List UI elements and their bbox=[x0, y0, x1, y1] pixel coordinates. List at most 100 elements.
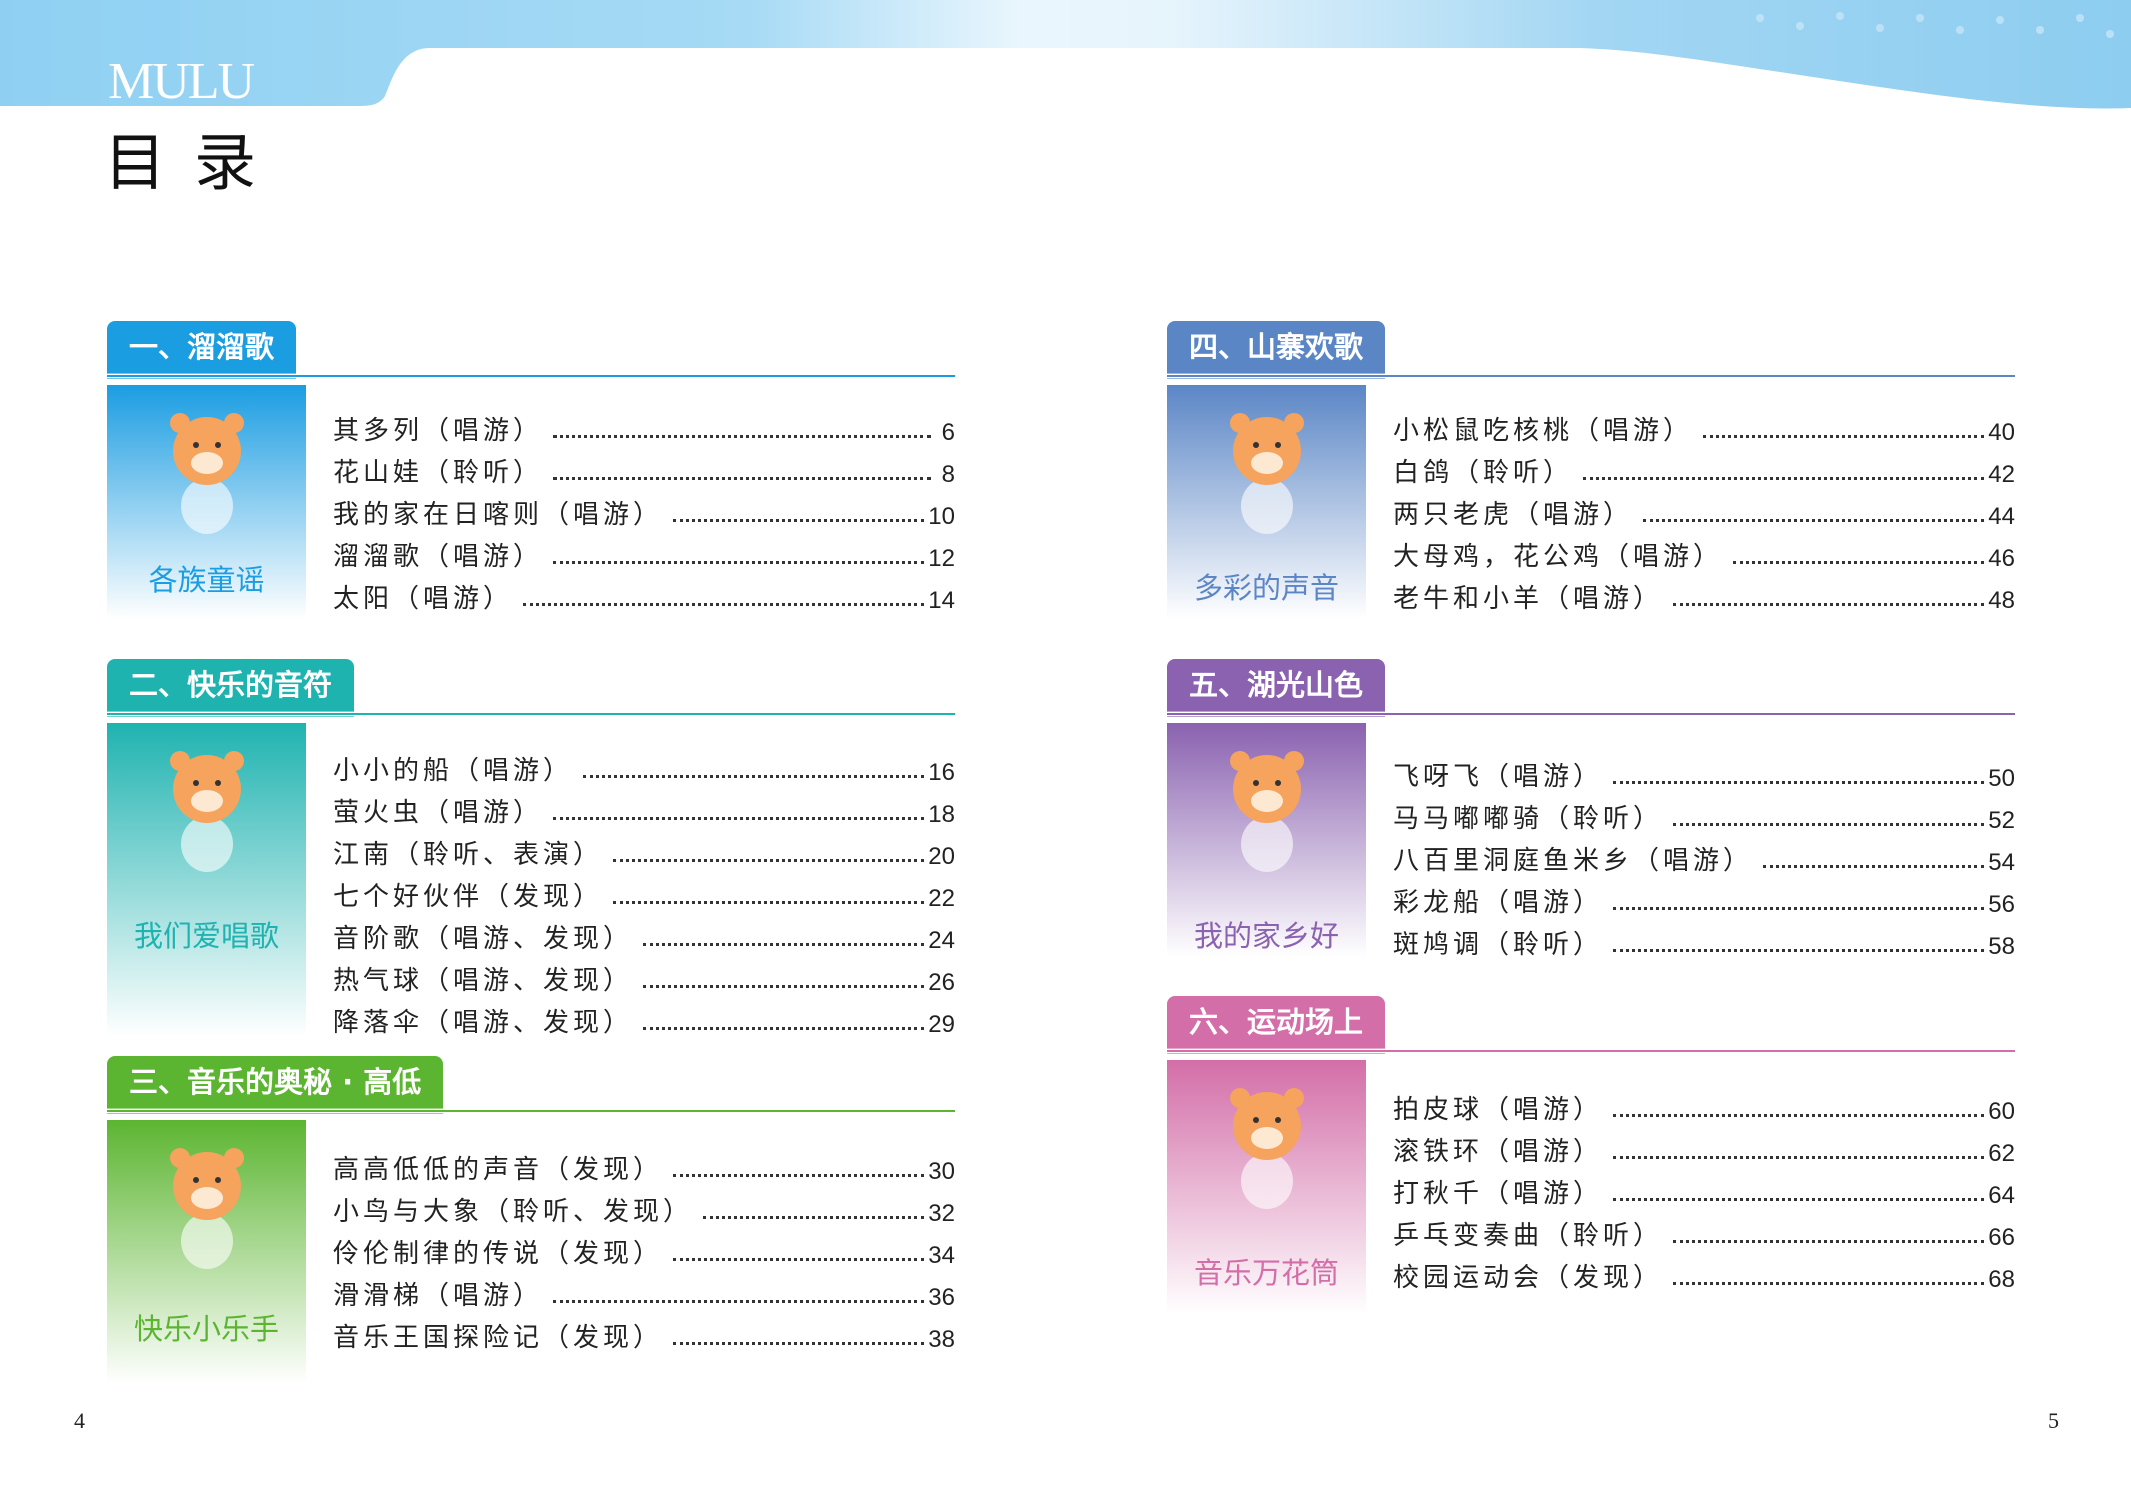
toc-entry[interactable]: 萤火虫（唱游） 18 bbox=[333, 787, 955, 829]
toc-entry-page: 26 bbox=[928, 969, 955, 996]
toc-entry-page: 10 bbox=[928, 503, 955, 530]
dot-leader bbox=[1673, 1240, 1985, 1243]
dot-leader bbox=[553, 817, 925, 820]
page-number-right: 5 bbox=[2048, 1408, 2059, 1433]
toc-entry[interactable]: 其多列（唱游） 6 bbox=[333, 405, 955, 447]
toc-entry[interactable]: 八百里洞庭鱼米乡（唱游） 54 bbox=[1393, 835, 2015, 877]
dot-leader bbox=[1763, 865, 1985, 868]
toc-entry-page: 36 bbox=[928, 1284, 955, 1311]
toc-entry-title: 江南（聆听、表演） bbox=[333, 840, 604, 870]
toc-entry[interactable]: 小松鼠吃核桃（唱游） 40 bbox=[1393, 405, 2015, 447]
section-caption: 我的家乡好 bbox=[1193, 919, 1339, 953]
page-number-left: 4 bbox=[74, 1408, 85, 1433]
toc-entry-title: 老牛和小羊（唱游） bbox=[1393, 584, 1664, 614]
section-illustration: 多彩的声音 bbox=[1167, 385, 1366, 619]
toc-entry[interactable]: 我的家在日喀则（唱游） 10 bbox=[333, 489, 955, 531]
toc-entry-page: 54 bbox=[1988, 849, 2015, 876]
dot-leader bbox=[673, 1258, 925, 1261]
toc-entry[interactable]: 热气球（唱游、发现） 26 bbox=[333, 955, 955, 997]
toc-entry[interactable]: 音乐王国探险记（发现） 38 bbox=[333, 1312, 955, 1354]
toc-entry-title: 音阶歌（唱游、发现） bbox=[333, 924, 634, 954]
cartoon-animal-icon bbox=[1229, 413, 1304, 534]
dot-leader bbox=[1673, 1282, 1985, 1285]
section-caption: 我们爱唱歌 bbox=[133, 919, 279, 953]
toc-entry-title: 滚铁环（唱游） bbox=[1393, 1137, 1604, 1167]
toc-entry-page: 58 bbox=[1988, 933, 2015, 960]
toc-entry[interactable]: 白鸽（聆听） 42 bbox=[1393, 447, 2015, 489]
toc-entry-page: 14 bbox=[928, 587, 955, 614]
toc-entry-title: 我的家在日喀则（唱游） bbox=[333, 500, 664, 530]
toc-entry-title: 萤火虫（唱游） bbox=[333, 798, 544, 828]
toc-entry-title: 其多列（唱游） bbox=[333, 416, 544, 446]
toc-list: 飞呀飞（唱游） 50 马马嘟嘟骑（聆听） 52 八百里洞庭鱼米乡（唱游） 54 彩龙船（唱游… bbox=[1393, 751, 2015, 961]
toc-entry[interactable]: 伶伦制律的传说（发现） 34 bbox=[333, 1228, 955, 1270]
toc-entry-page: 52 bbox=[1988, 807, 2015, 834]
toc-entry-page: 8 bbox=[941, 461, 955, 488]
toc-entry[interactable]: 拍皮球（唱游） 60 bbox=[1393, 1084, 2015, 1126]
toc-entry-page: 50 bbox=[1988, 765, 2015, 792]
toc-entry[interactable]: 降落伞（唱游、发现） 29 bbox=[333, 997, 955, 1039]
toc-entry-page: 29 bbox=[928, 1011, 955, 1038]
toc-entry-title: 太阳（唱游） bbox=[333, 584, 514, 614]
toc-entry-page: 56 bbox=[1988, 891, 2015, 918]
toc-entry[interactable]: 马马嘟嘟骑（聆听） 52 bbox=[1393, 793, 2015, 835]
toc-entry-title: 七个好伙伴（发现） bbox=[333, 882, 604, 912]
page-title: 目录 bbox=[104, 126, 285, 199]
dot-leader bbox=[1613, 781, 1985, 784]
toc-entry-title: 乒乓变奏曲（聆听） bbox=[1393, 1221, 1664, 1251]
dot-leader bbox=[1613, 907, 1985, 910]
dot-leader bbox=[553, 435, 931, 438]
toc-entry-page: 68 bbox=[1988, 1266, 2015, 1293]
cartoon-animal-icon bbox=[1229, 751, 1304, 872]
toc-entry[interactable]: 斑鸠调（聆听） 58 bbox=[1393, 919, 2015, 961]
cartoon-animal-icon bbox=[169, 1148, 244, 1269]
dot-leader bbox=[673, 519, 925, 522]
dot-leader bbox=[703, 1216, 925, 1219]
dot-leader bbox=[1733, 561, 1985, 564]
dot-leader bbox=[613, 859, 925, 862]
toc-entry-title: 小小的船（唱游） bbox=[333, 756, 574, 786]
toc-entry[interactable]: 打秋千（唱游） 64 bbox=[1393, 1168, 2015, 1210]
toc-entry[interactable]: 小小的船（唱游） 16 bbox=[333, 745, 955, 787]
toc-entry[interactable]: 校园运动会（发现） 68 bbox=[1393, 1252, 2015, 1294]
toc-entry[interactable]: 乒乓变奏曲（聆听） 66 bbox=[1393, 1210, 2015, 1252]
cartoon-animal-icon bbox=[1229, 1088, 1304, 1209]
toc-entry[interactable]: 高高低低的声音（发现） 30 bbox=[333, 1144, 955, 1186]
toc-list: 其多列（唱游） 6 花山娃（聆听） 8 我的家在日喀则（唱游） 10 溜溜歌（唱游） 12 太阳… bbox=[333, 405, 955, 615]
toc-entry[interactable]: 老牛和小羊（唱游） 48 bbox=[1393, 573, 2015, 615]
toc-entry[interactable]: 两只老虎（唱游） 44 bbox=[1393, 489, 2015, 531]
toc-entry[interactable]: 滑滑梯（唱游） 36 bbox=[333, 1270, 955, 1312]
toc-entry-title: 飞呀飞（唱游） bbox=[1393, 762, 1604, 792]
toc-entry[interactable]: 江南（聆听、表演） 20 bbox=[333, 829, 955, 871]
toc-entry-title: 八百里洞庭鱼米乡（唱游） bbox=[1393, 846, 1754, 876]
toc-entry-page: 20 bbox=[928, 843, 955, 870]
toc-entry[interactable]: 花山娃（聆听） 8 bbox=[333, 447, 955, 489]
section-illustration: 我们爱唱歌 bbox=[107, 723, 306, 1037]
toc-entry[interactable]: 飞呀飞（唱游） 50 bbox=[1393, 751, 2015, 793]
dot-leader bbox=[673, 1342, 925, 1345]
toc-entry[interactable]: 大母鸡，花公鸡（唱游） 46 bbox=[1393, 531, 2015, 573]
toc-entry-page: 42 bbox=[1988, 461, 2015, 488]
dot-leader bbox=[1613, 1114, 1985, 1117]
toc-entry[interactable]: 小鸟与大象（聆听、发现） 32 bbox=[333, 1186, 955, 1228]
toc-entry-page: 48 bbox=[1988, 587, 2015, 614]
toc-entry-title: 音乐王国探险记（发现） bbox=[333, 1323, 664, 1353]
toc-entry[interactable]: 滚铁环（唱游） 62 bbox=[1393, 1126, 2015, 1168]
toc-entry-title: 小松鼠吃核桃（唱游） bbox=[1393, 416, 1694, 446]
toc-entry-page: 64 bbox=[1988, 1182, 2015, 1209]
section-caption: 多彩的声音 bbox=[1193, 571, 1339, 605]
toc-entry[interactable]: 彩龙船（唱游） 56 bbox=[1393, 877, 2015, 919]
toc-entry-page: 44 bbox=[1988, 503, 2015, 530]
toc-list: 小松鼠吃核桃（唱游） 40 白鸽（聆听） 42 两只老虎（唱游） 44 大母鸡，花公鸡（唱游… bbox=[1393, 405, 2015, 615]
toc-entry-page: 12 bbox=[928, 545, 955, 572]
toc-entry-page: 22 bbox=[928, 885, 955, 912]
toc-entry[interactable]: 太阳（唱游） 14 bbox=[333, 573, 955, 615]
toc-entry[interactable]: 溜溜歌（唱游） 12 bbox=[333, 531, 955, 573]
toc-entry-page: 60 bbox=[1988, 1098, 2015, 1125]
dot-leader bbox=[553, 561, 925, 564]
section-rule bbox=[107, 375, 955, 377]
dot-leader bbox=[1613, 1156, 1985, 1159]
toc-entry[interactable]: 七个好伙伴（发现） 22 bbox=[333, 871, 955, 913]
toc-entry-page: 40 bbox=[1988, 419, 2015, 446]
toc-entry[interactable]: 音阶歌（唱游、发现） 24 bbox=[333, 913, 955, 955]
